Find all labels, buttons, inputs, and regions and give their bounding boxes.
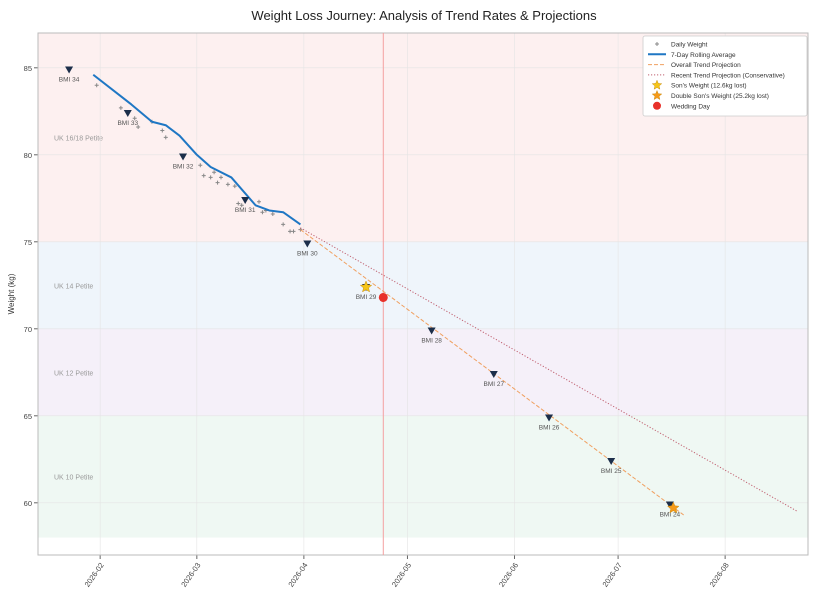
daily-weight-point [256,199,261,204]
daily-weight-point [215,180,220,185]
legend-label: Daily Weight [671,42,708,49]
legend-icon-daily [655,42,659,46]
size-band-label: UK 10 Petite [54,475,93,482]
daily-weight-point [160,128,165,133]
daily-weight-point [198,163,203,168]
bmi-marker [123,110,132,118]
daily-weight-point [281,222,286,227]
bmi-label: BMI 27 [483,381,504,388]
bmi-label: BMI 33 [117,120,138,127]
bmi-marker [303,240,312,248]
daily-weight-point [239,203,244,208]
bmi-label: BMI 32 [173,164,194,171]
daily-weight-point [288,229,293,234]
x-tick-label: 2026-02 [83,561,106,589]
daily-weight-point [94,83,99,88]
daily-weight-point [236,201,241,206]
daily-weight-point [136,124,141,129]
x-tick-label: 2026-07 [601,561,624,589]
daily-weight-point [212,170,217,175]
x-tick-label: 2026-04 [286,561,309,589]
bmi-marker [545,414,554,422]
daily-weight-point [270,211,275,216]
size-band [38,241,808,329]
daily-weight-point [291,229,296,234]
legend-label: Son's Weight (12.6kg lost) [671,83,747,90]
bmi-marker [427,327,436,335]
legend-icon-star [651,89,663,100]
bmi-marker [179,153,188,161]
bmi-label: BMI 30 [297,251,318,258]
legend-label: Wedding Day [671,103,711,110]
legend-icon-star [651,79,663,90]
daily-weight-point [163,135,168,140]
legend-label: Overall Trend Projection [671,62,741,69]
y-tick-label: 70 [24,325,32,334]
bmi-label: BMI 26 [539,425,560,432]
chart-title: Weight Loss Journey: Analysis of Trend R… [251,8,597,23]
daily-weight-point [225,182,230,187]
bmi-label: BMI 34 [59,77,80,84]
plot-frame [37,32,809,556]
bmi-marker [489,371,498,379]
daily-weight-point [201,173,206,178]
size-band-label: UK 16/18 Petite [54,135,103,142]
daily-weight-point [219,175,224,180]
bmi-label: BMI 28 [421,338,442,345]
legend-box [642,35,808,117]
bmi-label: BMI 29 [356,294,377,301]
daily-weight-point [208,175,213,180]
y-tick-label: 80 [24,151,32,160]
overall-trend-line [300,229,684,516]
bmi-marker [607,458,616,466]
y-tick-label: 85 [24,64,32,73]
x-tick-label: 2026-03 [179,561,202,589]
y-tick-label: 75 [24,238,32,247]
recent-trend-line [300,227,798,512]
size-band-label: UK 14 Petite [54,283,93,290]
size-band-label: UK 12 Petite [54,370,93,377]
y-tick-label: 60 [24,499,32,508]
size-band [38,415,808,538]
star-marker [359,280,373,293]
bmi-marker [665,501,674,509]
size-band [38,328,808,416]
daily-weight-point [260,210,265,215]
bmi-label: BMI 25 [601,468,622,475]
bmi-marker [241,197,250,205]
daily-weight-point [232,184,237,189]
x-tick-label: 2026-05 [390,561,413,589]
daily-weight-point [132,116,137,121]
legend-icon-wedding [653,101,661,110]
star-marker [667,501,680,514]
legend-label: Double Son's Weight (25.2kg lost) [671,93,769,100]
x-tick-label: 2026-06 [497,561,520,589]
daily-weight-point [118,105,123,110]
y-tick-label: 65 [24,412,32,421]
rolling-average-line [92,73,301,226]
bmi-marker [65,66,74,74]
bmi-label: BMI 24 [660,512,681,519]
y-axis-label: Weight (kg) [7,273,16,314]
legend-label: Recent Trend Projection (Conservative) [671,72,785,79]
legend-label: 7-Day Rolling Average [671,52,736,59]
bmi-label: BMI 31 [235,207,256,214]
x-tick-label: 2026-08 [708,561,731,589]
wedding-day-marker [378,292,388,302]
